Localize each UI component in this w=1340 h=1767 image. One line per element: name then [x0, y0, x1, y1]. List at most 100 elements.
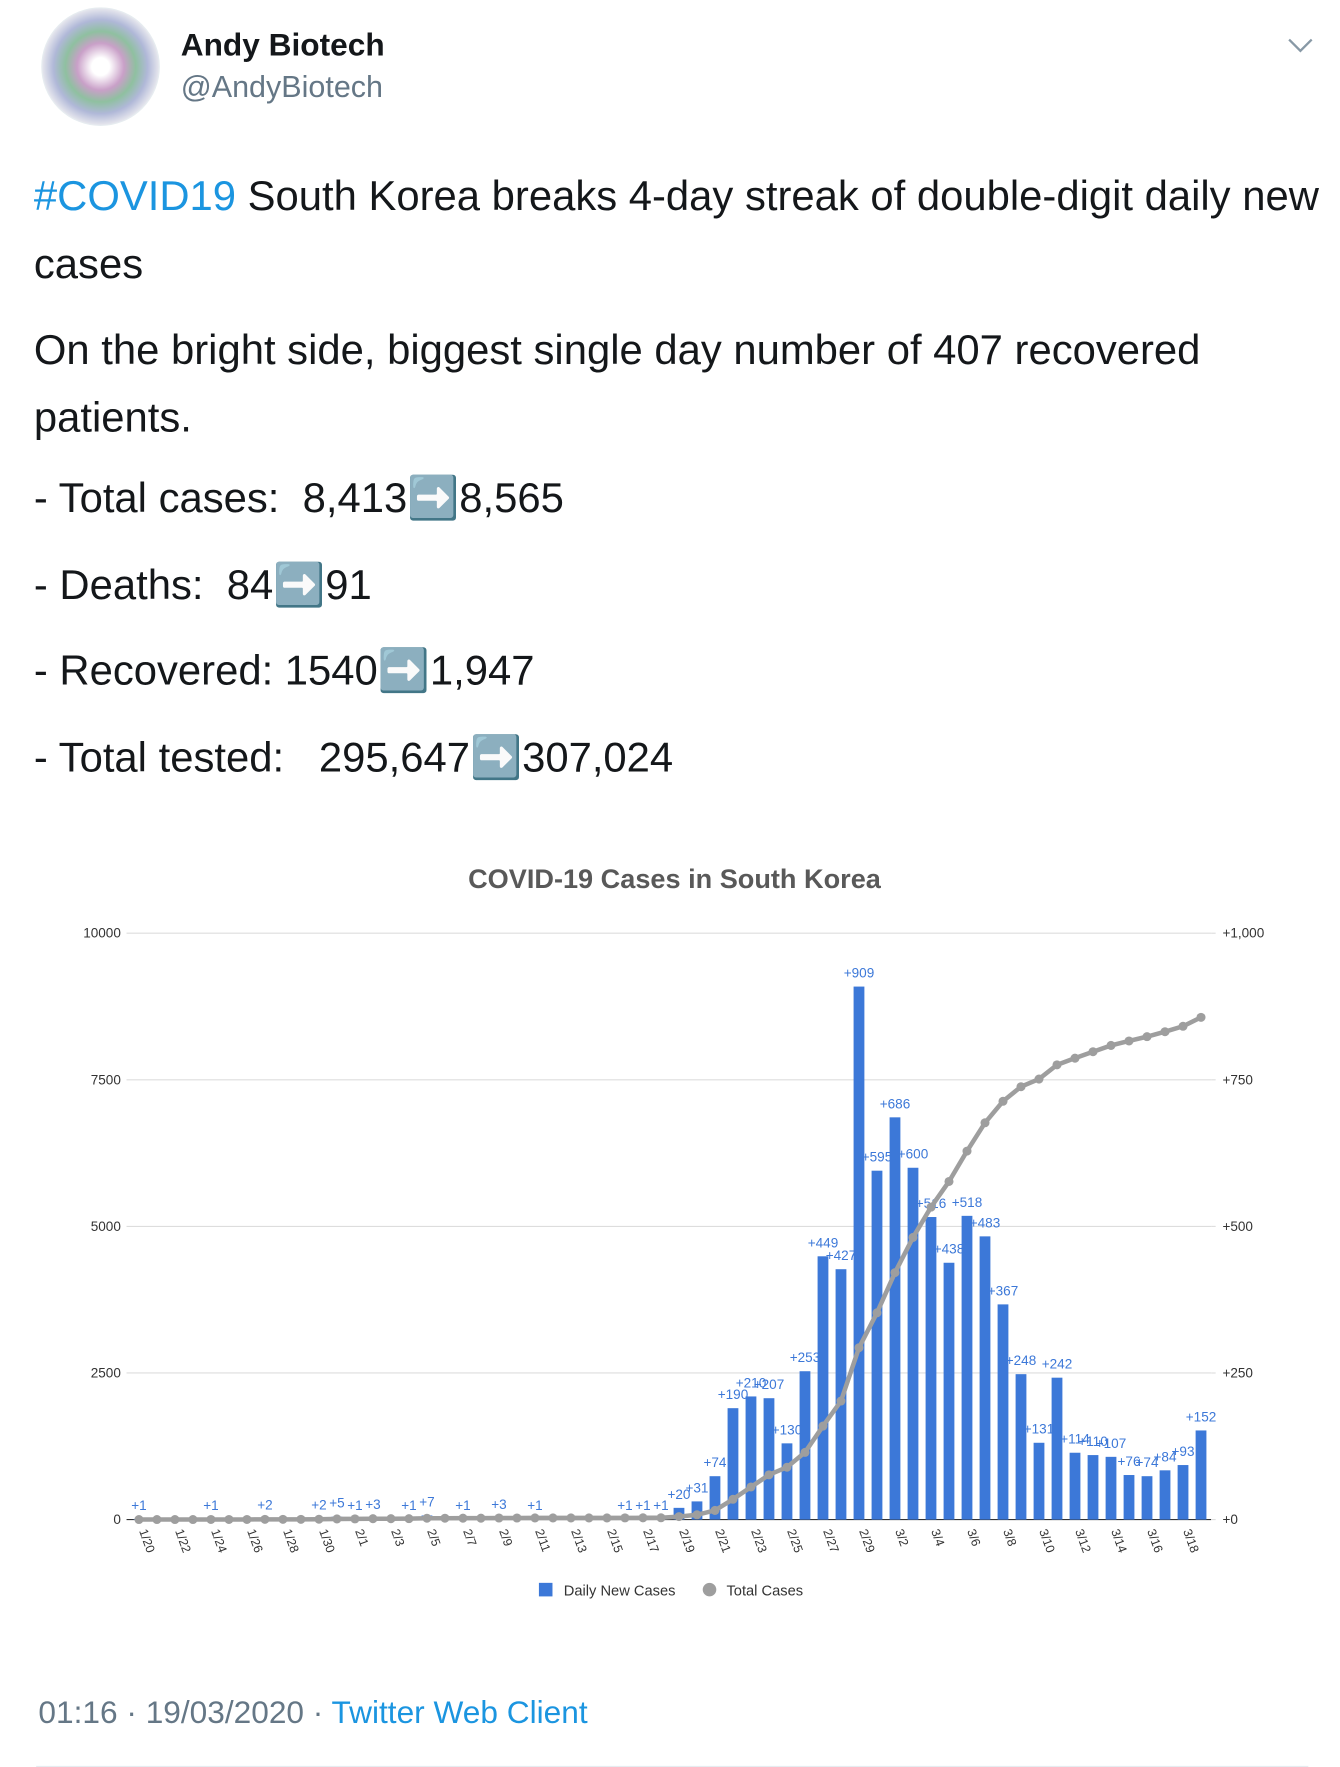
bar	[925, 1217, 937, 1520]
stat-line: - Deaths: 84➡️91	[33, 561, 372, 608]
x-tick-label: 3/18	[1180, 1527, 1201, 1555]
hashtag[interactable]: #COVID19	[33, 172, 237, 220]
line-point	[818, 1421, 828, 1431]
line-point	[728, 1494, 738, 1504]
bar	[1087, 1455, 1099, 1520]
line-point	[1160, 1027, 1170, 1037]
data-label: +74	[703, 1455, 726, 1470]
x-tick-label: 2/1	[352, 1527, 371, 1548]
data-label: +130	[772, 1422, 803, 1437]
data-label: +1	[203, 1498, 218, 1513]
user-name[interactable]: Andy Biotech	[180, 27, 385, 63]
data-label: +2	[311, 1497, 326, 1512]
bar	[763, 1398, 775, 1520]
line-point	[836, 1396, 846, 1406]
data-label: +31	[685, 1480, 708, 1495]
line-point	[404, 1514, 414, 1524]
line-point	[242, 1514, 252, 1524]
line-point	[170, 1515, 180, 1525]
line-point	[296, 1514, 306, 1524]
menu-chevron[interactable]	[1286, 34, 1315, 57]
stat-line: - Total cases: 8,413➡️8,565	[33, 474, 564, 521]
line-point	[422, 1513, 432, 1523]
bar	[709, 1476, 721, 1520]
line-point	[962, 1146, 972, 1156]
data-label: +483	[970, 1215, 1001, 1230]
x-tick-label: 3/14	[1108, 1527, 1129, 1555]
line-point	[944, 1176, 954, 1187]
line-point	[854, 1343, 864, 1353]
x-tick-label: 2/23	[748, 1527, 769, 1555]
avatar[interactable]	[41, 7, 161, 127]
line-point	[800, 1447, 810, 1457]
bar	[979, 1236, 991, 1520]
data-label: +152	[1186, 1409, 1217, 1424]
line-point	[548, 1513, 558, 1523]
x-tick-label: 2/21	[712, 1527, 733, 1555]
y-tick-label: 5000	[91, 1219, 121, 1234]
line-point	[386, 1514, 396, 1524]
data-label: +1	[617, 1498, 632, 1513]
y2-tick-label: +500	[1222, 1219, 1253, 1234]
bar	[943, 1262, 955, 1520]
bar	[817, 1256, 829, 1520]
tweet-text: #COVID19 South Korea breaks 4-day streak…	[34, 163, 1333, 299]
line-point	[710, 1505, 720, 1515]
line-point	[638, 1513, 648, 1523]
data-label: +1	[347, 1498, 362, 1513]
x-tick-label: 2/9	[496, 1527, 515, 1548]
line-point	[332, 1514, 342, 1524]
time[interactable]: 01:16 · 19/03/2020 ·	[38, 1694, 332, 1730]
x-tick-label: 2/5	[424, 1527, 443, 1548]
y-tick-label: 0	[113, 1512, 121, 1527]
bar	[1123, 1475, 1135, 1520]
text: South Korea breaks 4-day streak of doubl…	[33, 172, 1319, 287]
line-point	[1016, 1082, 1026, 1092]
x-tick-label: 2/11	[532, 1527, 553, 1554]
x-tick-label: 2/7	[460, 1527, 479, 1548]
data-label: +248	[1006, 1353, 1037, 1368]
line-point	[314, 1514, 324, 1524]
data-label: +207	[754, 1377, 785, 1392]
line-point	[476, 1513, 486, 1523]
user-handle[interactable]: @AndyBiotech	[180, 70, 384, 104]
line-point	[908, 1232, 918, 1242]
data-label: +1	[401, 1498, 416, 1513]
y-tick-label: 7500	[91, 1072, 121, 1087]
line-point	[1106, 1040, 1116, 1050]
line-point	[458, 1513, 468, 1523]
y2-tick-label: +0	[1222, 1512, 1237, 1527]
line-point	[1124, 1036, 1134, 1046]
x-tick-label: 3/8	[1000, 1527, 1019, 1548]
y2-tick-label: +250	[1222, 1366, 1253, 1381]
x-tick-label: 2/27	[820, 1527, 841, 1555]
legend-swatch	[538, 1582, 553, 1597]
x-tick-label: 3/16	[1144, 1527, 1165, 1555]
legend-label: Total Cases	[726, 1583, 803, 1599]
data-label: +1	[131, 1498, 146, 1513]
line-point	[188, 1515, 198, 1525]
line-point	[764, 1470, 774, 1480]
line-point	[206, 1514, 216, 1524]
bar	[1141, 1476, 1153, 1520]
data-label: +253	[790, 1350, 821, 1365]
data-label: +909	[844, 966, 875, 981]
line-point	[512, 1513, 522, 1523]
x-tick-label: 2/13	[568, 1527, 589, 1555]
data-label: +20	[667, 1487, 690, 1502]
line-point	[350, 1514, 360, 1524]
bar	[1177, 1465, 1189, 1520]
data-label: +1	[527, 1498, 542, 1513]
bar	[1033, 1442, 1045, 1520]
line-point	[440, 1513, 450, 1523]
source[interactable]: Twitter Web Client	[331, 1694, 588, 1730]
x-tick-label: 2/19	[676, 1527, 697, 1555]
chart-title: COVID-19 Cases in South Korea	[468, 863, 882, 894]
data-label: +1	[653, 1498, 668, 1513]
line-point	[926, 1202, 936, 1212]
line-point	[674, 1512, 684, 1522]
data-label: +427	[826, 1248, 857, 1263]
y-tick-label: 10000	[83, 926, 121, 941]
data-label: +131	[1024, 1422, 1055, 1437]
data-label: +5	[329, 1496, 344, 1511]
